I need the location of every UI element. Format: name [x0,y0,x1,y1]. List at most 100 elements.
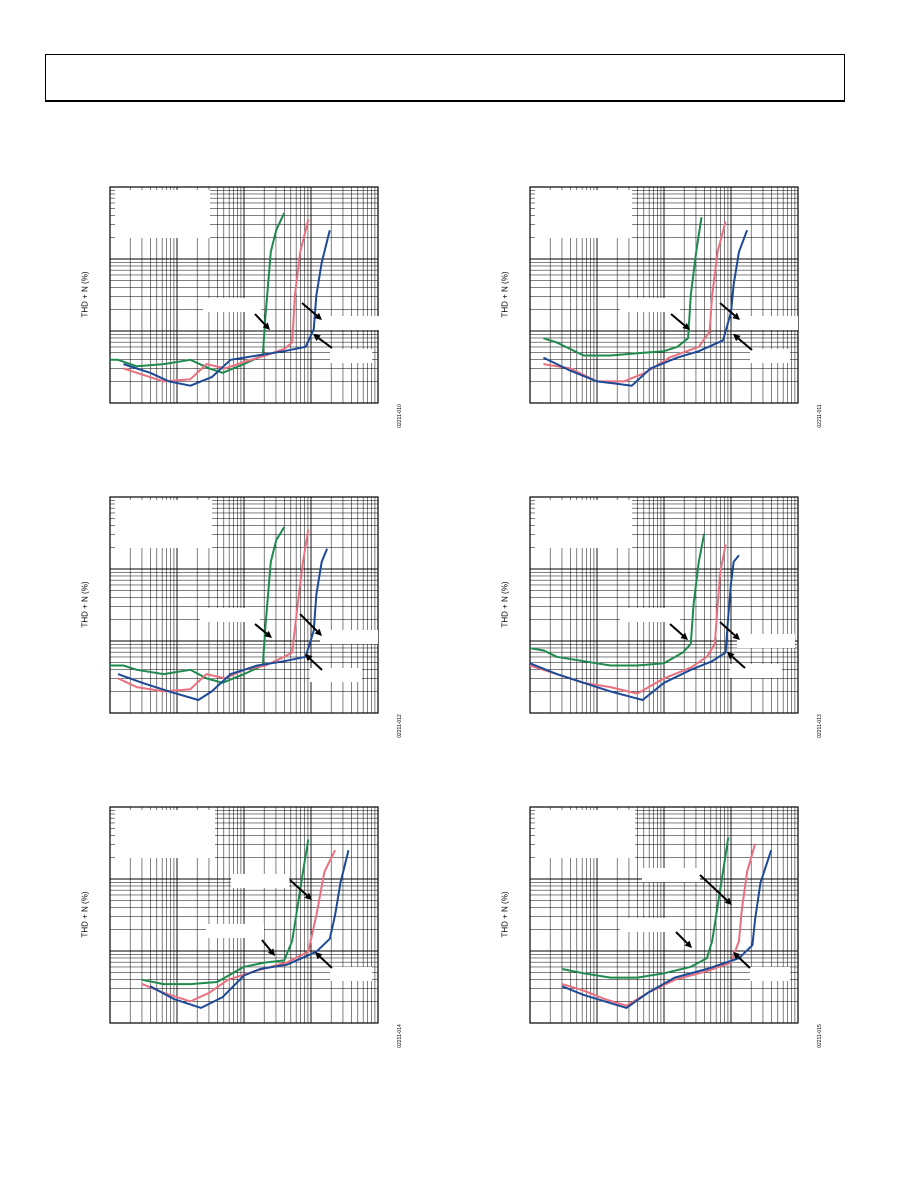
annotation-arrow [313,334,333,349]
arrow-head [313,334,321,341]
thd-chart [109,186,380,404]
series-line-green [142,839,310,986]
arrow-shaft [318,337,333,349]
annotation-arrow [733,334,753,351]
arrow-shaft [301,302,318,317]
y-axis-label: THD + N (%) [80,271,90,318]
series-line-blue [117,548,329,701]
thd-chart [529,496,799,714]
series-line-green [562,837,730,979]
plot-frame [529,496,799,714]
annotation-arrow [301,302,322,320]
annotation-box [115,190,210,238]
plot-frame [109,496,379,714]
arrow-head [267,948,275,956]
arrow-shaft [309,658,323,671]
figure-code: 02211-012 [397,714,403,738]
y-axis-label: THD + N (%) [80,581,90,628]
annotation-box [115,500,212,548]
arrow-head [733,952,741,960]
plot-frame [529,186,799,404]
arrow-head [724,897,732,905]
annotation-arrow [289,879,312,900]
series-line-green [529,533,706,667]
annotation-box [750,967,790,981]
series-line-blue [529,554,740,701]
figure-code: 02211-015 [817,1024,823,1048]
y-axis-label: THD + N (%) [500,891,510,938]
annotation-box [318,316,380,330]
arrow-head [732,632,740,640]
arrow-shaft [289,879,308,897]
annotation-box [320,630,378,644]
arrow-shaft [254,313,266,326]
arrow-shaft [719,621,736,637]
annotation-box [115,810,215,858]
annotation-box [206,924,264,938]
arrow-shaft [669,623,684,637]
arrow-head [315,952,323,960]
annotation-box [642,868,700,882]
arrow-shaft [319,956,333,969]
figure-code: 02211-010 [397,404,403,428]
annotation-arrow [254,623,272,638]
series-line-blue [123,229,331,387]
arrow-shaft [675,931,688,944]
thd-chart [109,496,379,714]
annotation-arrow [254,313,270,330]
series-line-blue [149,849,350,1009]
arrow-head [733,334,741,342]
annotation-box [330,967,372,981]
figure-code: 02211-011 [817,404,823,428]
arrow-shaft [254,623,268,635]
annotation-box [535,500,632,548]
plot-frame [109,806,379,1024]
annotation-box [620,918,680,932]
annotation-box [737,634,795,648]
annotation-box [738,316,798,330]
arrow-shaft [261,939,272,952]
page-header-box [45,54,845,102]
thd-chart [529,806,799,1024]
annotation-box [310,668,362,682]
arrow-shaft [737,956,751,969]
annotation-box [620,608,680,622]
plot-frame [109,186,379,404]
series-line-pink [561,843,757,1007]
arrow-head [264,630,272,638]
annotation-box [750,349,790,363]
arrow-head [262,322,270,330]
annotation-box [535,190,632,238]
arrow-head [680,632,688,640]
arrow-head [305,654,313,662]
y-axis-label: THD + N (%) [80,891,90,938]
series-line-green [110,212,286,374]
annotation-box [535,810,635,858]
figure-code: 02211-014 [397,1024,403,1048]
arrow-shaft [699,874,728,901]
annotation-box [203,298,261,312]
thd-chart [529,186,799,404]
annotation-box [730,664,782,678]
arrow-shaft [299,613,318,632]
arrow-shaft [731,655,746,669]
y-axis-label: THD + N (%) [500,271,510,318]
annotation-arrow [733,952,751,969]
arrow-head [727,652,735,660]
arrow-shaft [670,313,686,327]
arrow-head [682,322,690,330]
thd-chart [109,806,379,1024]
annotation-box [620,298,680,312]
arrow-shaft [737,337,753,351]
annotation-arrow [727,652,746,669]
annotation-arrow [315,952,333,969]
annotation-box [231,874,289,888]
annotation-arrow [261,939,275,956]
arrow-head [304,892,312,900]
annotation-arrow [719,621,740,640]
series-line-blue [561,849,773,1009]
annotation-box [330,349,372,363]
figure-code: 02211-013 [817,714,823,738]
plot-frame [529,806,799,1024]
annotation-arrow [669,623,688,640]
